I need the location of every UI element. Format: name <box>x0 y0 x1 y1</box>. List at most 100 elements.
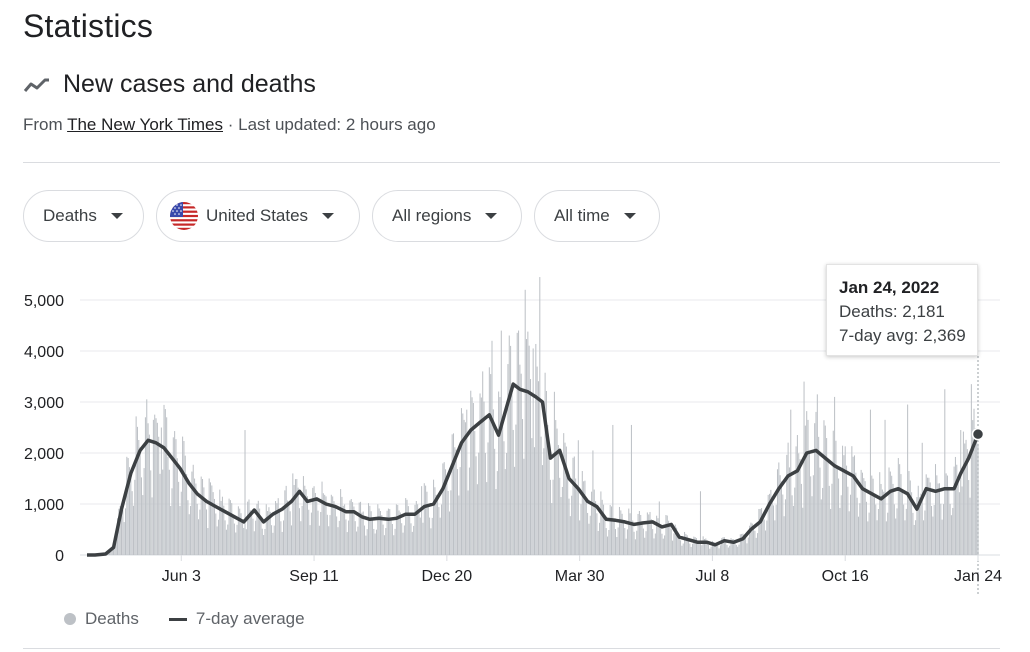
death-bar <box>417 504 419 555</box>
death-bar <box>792 505 794 555</box>
death-bar <box>202 479 204 555</box>
x-tick-label: Jan 24 <box>954 568 1002 585</box>
death-bar <box>308 509 310 555</box>
death-bar <box>456 469 458 555</box>
country-dropdown[interactable]: United States <box>156 190 360 242</box>
death-bar <box>711 540 713 555</box>
death-bar <box>844 446 846 555</box>
death-bar <box>541 465 543 555</box>
death-bar <box>891 475 893 555</box>
death-bar <box>256 503 258 555</box>
death-bar <box>132 505 134 555</box>
death-bar <box>901 491 903 555</box>
death-bar <box>798 453 800 555</box>
death-bar <box>406 499 408 555</box>
death-bar <box>494 448 496 555</box>
death-bar <box>726 544 728 555</box>
death-bar <box>454 447 456 555</box>
death-bar <box>872 478 874 555</box>
death-bar <box>826 438 828 555</box>
death-bar <box>795 446 797 555</box>
source-link[interactable]: The New York Times <box>67 115 223 134</box>
death-bar <box>179 506 181 555</box>
death-bar <box>484 452 486 555</box>
death-bar <box>499 397 501 555</box>
death-bar <box>354 521 356 555</box>
death-bar <box>286 500 289 555</box>
death-bar <box>677 533 679 555</box>
death-bar <box>231 503 233 555</box>
death-bar <box>162 469 164 555</box>
death-bar <box>568 498 570 555</box>
death-bar <box>565 446 567 555</box>
death-bar <box>847 486 849 555</box>
time-range-dropdown[interactable]: All time <box>534 190 660 242</box>
death-bar <box>255 520 257 555</box>
death-bar <box>827 458 829 555</box>
death-bar <box>640 514 642 555</box>
death-bar <box>144 417 146 555</box>
death-bar <box>204 502 206 555</box>
death-bar <box>591 491 593 555</box>
death-bar <box>495 489 497 555</box>
death-bar <box>734 541 736 555</box>
death-bar <box>587 512 589 555</box>
region-dropdown[interactable]: All regions <box>372 190 522 242</box>
death-bar <box>831 483 833 555</box>
death-bar <box>215 513 217 555</box>
y-tick-label: 3,000 <box>24 395 64 412</box>
death-bar <box>507 364 509 555</box>
death-bar <box>571 495 573 555</box>
death-bar <box>812 475 814 555</box>
death-bar <box>646 512 648 555</box>
death-bar <box>575 478 577 555</box>
death-bar <box>186 473 188 555</box>
death-bar <box>628 508 630 555</box>
death-bar <box>560 497 562 555</box>
death-bar <box>442 463 444 555</box>
death-bar <box>479 393 481 555</box>
y-tick-label: 0 <box>55 548 64 565</box>
death-bar <box>929 482 931 555</box>
deaths-chart[interactable]: 0 1,000 2,000 3,000 4,000 5,000 Jun 3 Sep 11 De… <box>0 260 1030 605</box>
death-bar <box>750 522 752 555</box>
death-bar <box>195 483 197 555</box>
death-bar <box>622 520 624 555</box>
death-bar <box>168 469 170 555</box>
death-bar <box>969 497 971 555</box>
death-bar <box>925 474 927 555</box>
death-bar <box>523 458 525 555</box>
death-bar <box>247 501 249 555</box>
death-bar <box>340 489 342 555</box>
death-bar <box>138 439 140 555</box>
death-bar <box>429 517 431 555</box>
death-bar <box>510 345 512 555</box>
death-bar <box>588 523 590 555</box>
death-bar <box>815 411 817 555</box>
death-bar <box>678 535 680 555</box>
death-bar <box>680 540 682 555</box>
death-bar <box>349 500 351 555</box>
death-bar <box>669 524 671 555</box>
death-bar <box>599 522 601 555</box>
death-bar <box>267 511 269 555</box>
death-bar <box>466 409 468 555</box>
death-bar <box>823 420 825 555</box>
death-bar <box>652 529 654 555</box>
death-bar <box>912 512 914 555</box>
death-bar <box>684 531 686 555</box>
death-bar <box>314 492 316 555</box>
chart-tooltip: Jan 24, 2022 Deaths: 2,181 7-day avg: 2,… <box>826 264 978 356</box>
death-bar <box>212 492 214 555</box>
death-bar <box>221 496 223 555</box>
section-title: New cases and deaths <box>63 70 316 98</box>
y-tick-label: 1,000 <box>24 497 64 514</box>
death-bar <box>762 515 764 555</box>
death-bar <box>551 503 553 555</box>
death-bar <box>490 374 492 555</box>
x-tick-label: Oct 16 <box>822 568 869 585</box>
death-bar <box>136 426 138 555</box>
death-bar <box>272 532 274 555</box>
death-bar <box>733 539 735 555</box>
metric-dropdown[interactable]: Deaths <box>23 190 144 242</box>
